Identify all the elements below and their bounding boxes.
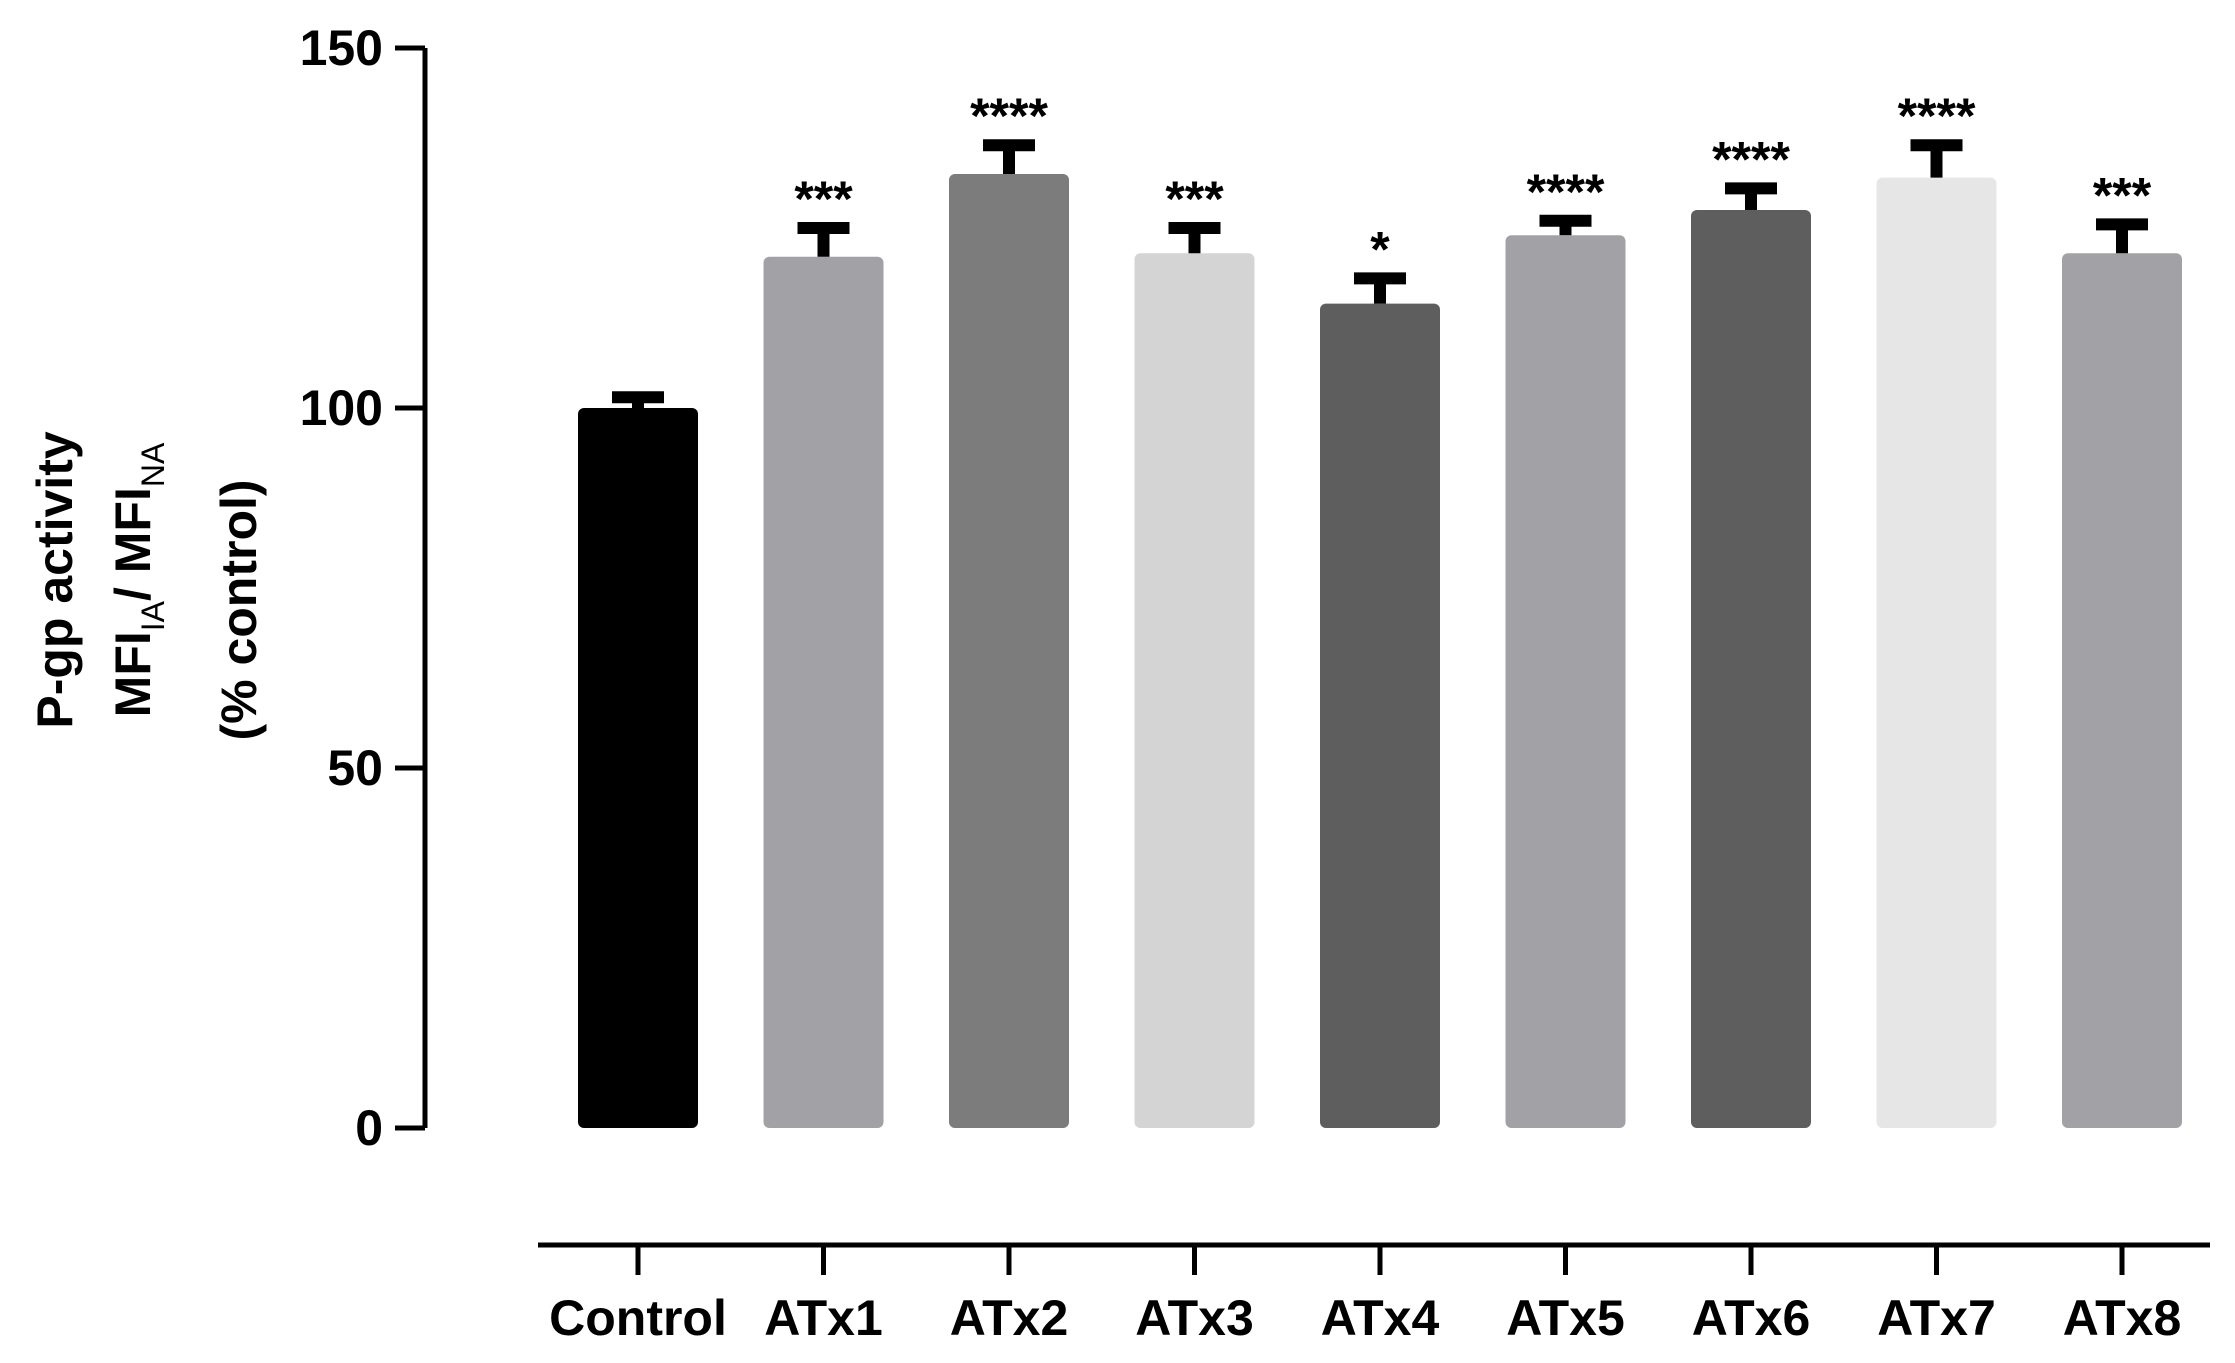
bar-atx3 — [1134, 253, 1255, 1128]
x-tick-label-control: Control — [549, 1290, 727, 1346]
y-axis-label-mfi2: / MFI — [105, 487, 161, 601]
y-axis-label-line3: (% control) — [211, 479, 267, 740]
x-tick-label-atx8: ATx8 — [2063, 1290, 2182, 1346]
y-axis-label-sub-ia: IA — [135, 600, 171, 631]
bar-atx1 — [763, 256, 884, 1128]
bars-group — [578, 174, 2182, 1129]
bar-atx8 — [2062, 253, 2182, 1128]
y-axis-label-sub-na: NA — [135, 442, 171, 487]
x-tick-label-atx1: ATx1 — [764, 1290, 883, 1346]
significance-label-atx5: **** — [1527, 164, 1605, 220]
x-tick-label-atx6: ATx6 — [1692, 1290, 1811, 1346]
bar-atx6 — [1691, 210, 1811, 1128]
bar-atx7 — [1876, 177, 1997, 1129]
x-tick-label-atx4: ATx4 — [1321, 1290, 1440, 1346]
bar-atx4 — [1320, 303, 1440, 1129]
significance-label-atx3: *** — [1165, 171, 1224, 227]
y-axis-label-mfi1: MFI — [105, 631, 161, 717]
significance-label-atx6: **** — [1712, 131, 1790, 187]
y-axis-label-line1: P-gp activity — [27, 431, 83, 728]
y-axis-label: P-gp activity MFIIA/ MFINA (% control) — [27, 431, 267, 740]
x-tick-label-atx5: ATx5 — [1506, 1290, 1625, 1346]
x-tick-label-atx7: ATx7 — [1877, 1290, 1996, 1346]
bar-atx2 — [949, 174, 1069, 1128]
significance-label-atx1: *** — [794, 171, 853, 227]
significance-label-atx2: **** — [970, 88, 1048, 144]
y-axis: 0 50 100 150 — [300, 20, 428, 1156]
bar-atx5 — [1505, 235, 1626, 1128]
bar-control — [578, 408, 698, 1128]
y-axis-label-line2: MFIIA/ MFINA — [105, 442, 171, 717]
significance-label-atx7: **** — [1898, 88, 1976, 144]
x-tick-label-atx2: ATx2 — [950, 1290, 1069, 1346]
significance-labels-group: ************************** — [794, 88, 2151, 277]
y-tick-label: 0 — [355, 1100, 383, 1156]
significance-label-atx8: *** — [2093, 167, 2152, 223]
x-axis: Control ATx1 ATx2 ATx3 ATx4 ATx5 ATx6 ATx7 ATx8 — [538, 1242, 2210, 1346]
error-bars-group — [612, 139, 2148, 408]
x-tick-label-atx3: ATx3 — [1135, 1290, 1254, 1346]
y-tick-label: 150 — [300, 20, 383, 76]
significance-label-atx4: * — [1370, 221, 1390, 277]
y-tick-label: 50 — [327, 740, 383, 796]
y-tick-label: 100 — [300, 380, 383, 436]
